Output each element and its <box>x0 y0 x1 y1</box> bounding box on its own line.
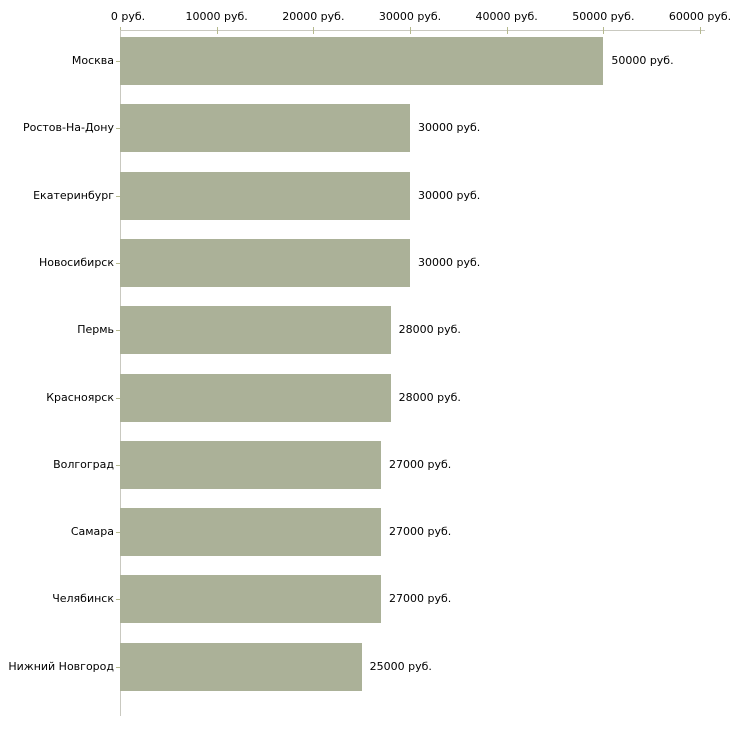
x-axis-tick-mark <box>313 27 315 34</box>
y-axis-tick-mark <box>116 397 120 399</box>
category-label: Волгоград <box>53 457 114 471</box>
x-axis-tick-label: 50000 руб. <box>572 10 635 23</box>
x-axis-tick-label: 40000 руб. <box>475 10 538 23</box>
y-axis-tick-mark <box>116 464 120 466</box>
x-axis-tick-label: 60000 руб. <box>668 10 730 23</box>
y-axis-line <box>120 30 121 716</box>
x-axis-tick-label: 10000 руб. <box>185 10 248 23</box>
value-label: 30000 руб. <box>418 255 481 269</box>
category-label: Нижний Новгород <box>8 659 114 673</box>
x-axis-tick-label: 20000 руб. <box>282 10 345 23</box>
bar <box>120 508 381 557</box>
x-axis-tick-mark <box>216 27 218 34</box>
category-label: Новосибирск <box>38 255 114 269</box>
category-label: Пермь <box>77 323 114 337</box>
x-axis-tick-mark <box>603 27 605 34</box>
value-label: 25000 руб. <box>369 659 432 673</box>
x-axis-line <box>120 30 705 31</box>
value-label: 28000 руб. <box>398 323 461 337</box>
category-label: Самара <box>70 525 114 539</box>
bar <box>120 373 391 422</box>
y-axis-tick-mark <box>116 61 120 62</box>
y-axis-tick-mark <box>116 262 120 264</box>
y-axis-tick-mark <box>116 599 120 601</box>
value-label: 27000 руб. <box>389 525 452 539</box>
value-label: 30000 руб. <box>418 121 481 135</box>
y-axis-tick-mark <box>116 195 120 197</box>
bar <box>120 238 410 287</box>
bar <box>120 37 604 85</box>
value-label: 27000 руб. <box>389 592 452 606</box>
y-axis-tick-mark <box>116 532 120 534</box>
bar <box>120 575 381 624</box>
x-axis-tick-mark <box>700 27 701 34</box>
x-axis-tick-label: 30000 руб. <box>378 10 442 23</box>
value-label: 30000 руб. <box>418 188 481 202</box>
bar <box>120 642 362 691</box>
bar <box>120 440 381 489</box>
bar <box>120 171 410 220</box>
y-axis-tick-mark <box>116 128 120 130</box>
category-label: Челябинск <box>52 592 114 606</box>
bar <box>120 306 391 355</box>
y-axis-tick-mark <box>116 330 120 332</box>
x-axis-tick-label: 0 руб. <box>110 10 146 23</box>
x-axis-tick-mark <box>506 27 508 34</box>
y-axis-tick-mark <box>116 666 120 668</box>
category-label: Москва <box>71 54 114 67</box>
category-label: Красноярск <box>46 390 114 404</box>
bar <box>120 104 410 153</box>
category-label: Екатеринбург <box>33 188 114 202</box>
category-label: Ростов-На-Дону <box>22 121 114 135</box>
value-label: 27000 руб. <box>389 457 452 471</box>
value-label: 28000 руб. <box>398 390 461 404</box>
x-axis-tick-mark <box>410 27 411 34</box>
value-label: 50000 руб. <box>611 54 674 67</box>
